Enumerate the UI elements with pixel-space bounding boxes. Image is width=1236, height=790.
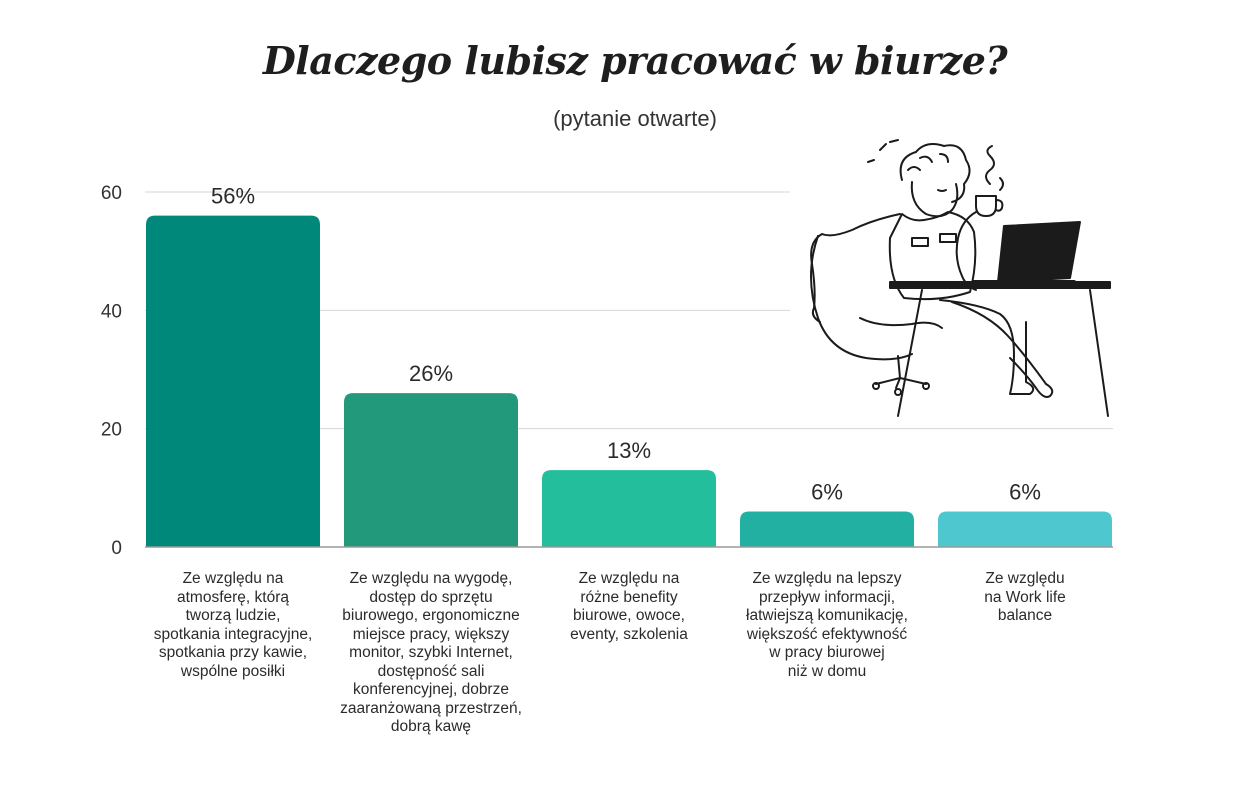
- data-label: 6%: [811, 480, 843, 505]
- category-label: Ze względu na lepszy przepływ informacji…: [746, 570, 908, 680]
- category-label: Ze względu na różne benefity biurowe, ow…: [570, 570, 688, 643]
- chart-subtitle: (pytanie otwarte): [553, 106, 717, 131]
- category-label: Ze względu na atmosferę, którą tworzą lu…: [153, 570, 313, 680]
- person-at-laptop-with-coffee-illustration: [790, 132, 1120, 422]
- bar: [146, 215, 320, 547]
- bar: [938, 511, 1112, 547]
- data-label: 6%: [1009, 480, 1041, 505]
- y-tick-label: 20: [101, 420, 122, 441]
- bar: [542, 470, 716, 547]
- category-label: Ze względu na Work life balance: [984, 570, 1066, 624]
- data-labels: 56% 26% 13% 6% 6%: [211, 184, 1041, 505]
- category-label: Ze względu na wygodę, dostęp do sprzętu …: [340, 570, 522, 735]
- bar: [740, 511, 914, 547]
- y-tick-label: 60: [101, 183, 122, 204]
- data-label: 56%: [211, 184, 255, 209]
- y-tick-label: 0: [111, 538, 122, 559]
- data-label: 26%: [409, 361, 453, 386]
- chart-title: Dlaczego lubisz pracować w biurze?: [262, 38, 1008, 83]
- bars: [146, 215, 1112, 547]
- data-label: 13%: [607, 438, 651, 463]
- y-axis-ticks: 0 20 40 60: [101, 183, 122, 559]
- bar: [344, 393, 518, 547]
- y-tick-label: 40: [101, 301, 122, 322]
